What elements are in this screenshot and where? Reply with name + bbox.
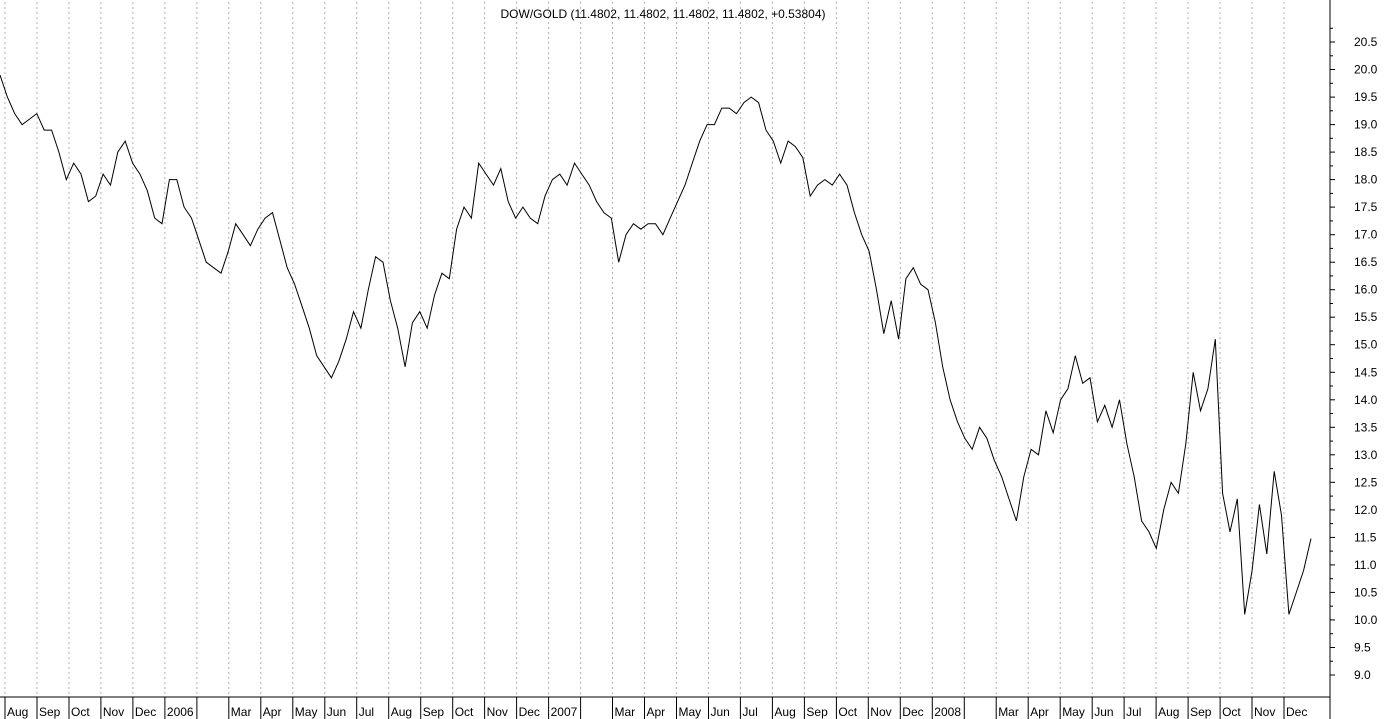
x-tick-label: Dec: [135, 705, 156, 719]
x-tick-label: 2007: [551, 705, 578, 719]
x-tick-label: Jul: [1126, 705, 1141, 719]
y-tick-label: 20.5: [1354, 35, 1378, 49]
x-tick-label: Jun: [1094, 705, 1113, 719]
y-tick-label: 15.0: [1354, 338, 1378, 352]
y-tick-label: 9.5: [1354, 641, 1371, 655]
x-tick-label: Aug: [774, 705, 795, 719]
x-tick-label: Dec: [1286, 705, 1307, 719]
y-tick-label: 14.5: [1354, 365, 1378, 379]
chart-title: DOW/GOLD (11.4802, 11.4802, 11.4802, 11.…: [501, 7, 826, 21]
x-tick-label: Jul: [742, 705, 757, 719]
x-tick-label: Sep: [423, 705, 445, 719]
x-tick-label: Nov: [487, 705, 508, 719]
x-tick-label: Sep: [39, 705, 61, 719]
y-tick-label: 17.5: [1354, 200, 1378, 214]
y-tick-label: 15.5: [1354, 310, 1378, 324]
y-tick-label: 12.5: [1354, 475, 1378, 489]
y-tick-label: 14.0: [1354, 393, 1378, 407]
x-tick-label: 2008: [934, 705, 961, 719]
y-tick-label: 20.0: [1354, 63, 1378, 77]
x-tick-label: Nov: [103, 705, 124, 719]
x-tick-label: Apr: [263, 705, 282, 719]
y-tick-label: 11.5: [1354, 530, 1377, 544]
x-tick-label: 2006: [167, 705, 194, 719]
y-tick-label: 18.0: [1354, 173, 1378, 187]
y-tick-label: 12.0: [1354, 503, 1378, 517]
y-tick-label: 19.0: [1354, 118, 1378, 132]
x-tick-label: Dec: [902, 705, 923, 719]
x-tick-label: Mar: [615, 705, 636, 719]
x-tick-label: Sep: [806, 705, 828, 719]
y-tick-label: 10.0: [1354, 613, 1378, 627]
x-tick-label: Nov: [870, 705, 891, 719]
x-tick-label: Oct: [838, 705, 857, 719]
x-tick-label: Mar: [998, 705, 1019, 719]
x-tick-label: May: [1062, 705, 1085, 719]
y-tick-label: 19.5: [1354, 90, 1378, 104]
x-tick-label: May: [295, 705, 318, 719]
y-tick-label: 13.0: [1354, 448, 1378, 462]
x-tick-label: Mar: [231, 705, 252, 719]
y-tick-label: 17.0: [1354, 228, 1378, 242]
plot-area: [0, 74, 1312, 615]
x-tick-label: Jun: [711, 705, 730, 719]
y-tick-label: 13.5: [1354, 420, 1378, 434]
y-tick-label: 16.0: [1354, 283, 1378, 297]
x-tick-label: Aug: [391, 705, 412, 719]
y-tick-label: 16.5: [1354, 255, 1378, 269]
x-axis-labels: Aug Sep Oct Nov Dec 2006 Mar Apr May Jun Jul Aug Sep…: [7, 705, 1307, 719]
x-tick-label: Sep: [1190, 705, 1212, 719]
x-tick-label: Oct: [455, 705, 474, 719]
grid-lines: [4, 2, 1285, 719]
x-tick-label: Apr: [647, 705, 666, 719]
x-tick-label: Aug: [1158, 705, 1179, 719]
x-tick-label: Jun: [327, 705, 346, 719]
x-tick-label: Dec: [519, 705, 540, 719]
series-line: [0, 74, 1312, 615]
y-axis-ticks: 9.0 9.5 10.0 10.5 11.0 11.5 12.0 12.5 13.0 13.5 14…: [1330, 27, 1378, 682]
y-tick-label: 9.0: [1354, 668, 1371, 682]
x-tick-label: Apr: [1030, 705, 1049, 719]
x-tick-label: Nov: [1254, 705, 1275, 719]
x-tick-label: Oct: [1222, 705, 1241, 719]
x-tick-label: Oct: [71, 705, 90, 719]
x-tick-label: Jul: [359, 705, 374, 719]
y-tick-label: 10.5: [1354, 585, 1378, 599]
y-tick-label: 11.0: [1354, 558, 1377, 572]
x-tick-label: Aug: [7, 705, 28, 719]
x-tick-label: May: [679, 705, 702, 719]
y-tick-label: 18.5: [1354, 145, 1378, 159]
